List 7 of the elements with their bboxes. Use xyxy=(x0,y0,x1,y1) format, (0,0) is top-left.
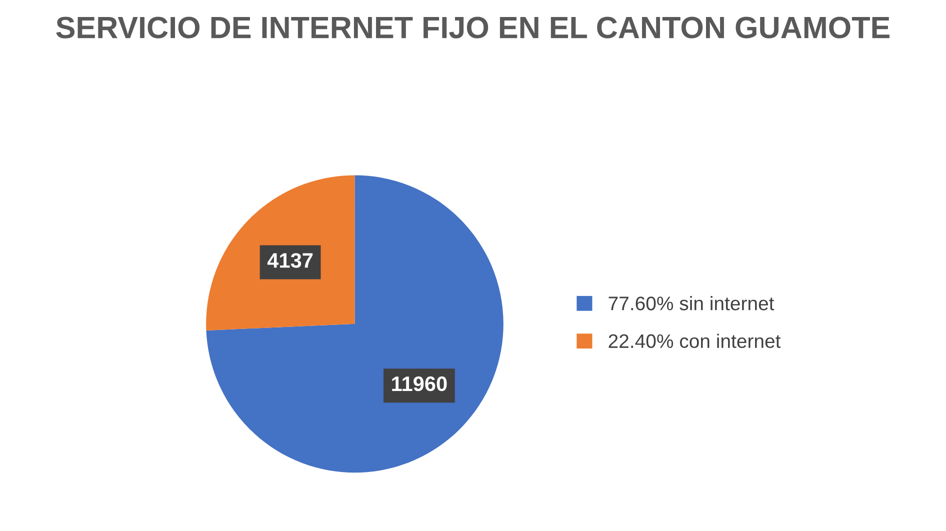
legend-label: 77.60% sin internet xyxy=(608,296,774,310)
chart-title: SERVICIO DE INTERNET FIJO EN EL CANTON GUAMOTE xyxy=(56,16,890,38)
legend-label: 22.40% con internet xyxy=(608,334,781,348)
pie-slice xyxy=(206,175,355,330)
pie-slice xyxy=(206,175,504,473)
data-label: 11960 xyxy=(392,376,447,392)
data-label: 4137 xyxy=(267,253,313,268)
